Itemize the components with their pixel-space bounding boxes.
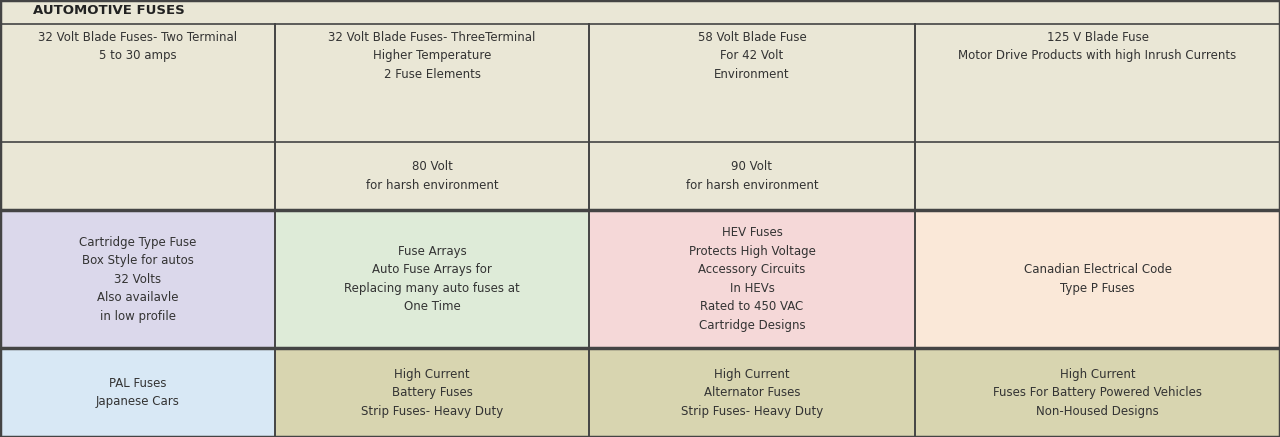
Text: High Current
Fuses For Battery Powered Vehicles
Non-Housed Designs: High Current Fuses For Battery Powered V…	[993, 368, 1202, 418]
Bar	[589, 348, 915, 437]
Bar	[0, 210, 275, 348]
Bar	[0, 142, 275, 210]
Text: 32 Volt Blade Fuses- Two Terminal
5 to 30 amps: 32 Volt Blade Fuses- Two Terminal 5 to 3…	[38, 31, 237, 62]
Text: 58 Volt Blade Fuse
For 42 Volt
Environment: 58 Volt Blade Fuse For 42 Volt Environme…	[698, 31, 806, 80]
Bar	[589, 210, 915, 348]
Bar	[0, 24, 275, 142]
Text: High Current
Battery Fuses
Strip Fuses- Heavy Duty: High Current Battery Fuses Strip Fuses- …	[361, 368, 503, 418]
Text: 80 Volt
for harsh environment: 80 Volt for harsh environment	[366, 160, 498, 191]
Text: Canadian Electrical Code
Type P Fuses: Canadian Electrical Code Type P Fuses	[1024, 263, 1171, 295]
Text: Fuse Arrays
Auto Fuse Arrays for
Replacing many auto fuses at
One Time: Fuse Arrays Auto Fuse Arrays for Replaci…	[344, 245, 520, 313]
Bar	[915, 142, 1280, 210]
Bar	[589, 142, 915, 210]
Text: 32 Volt Blade Fuses- ThreeTerminal
Higher Temperature
2 Fuse Elements: 32 Volt Blade Fuses- ThreeTerminal Highe…	[328, 31, 536, 80]
Text: AUTOMOTIVE FUSES: AUTOMOTIVE FUSES	[33, 4, 184, 17]
Bar	[915, 210, 1280, 348]
Text: HEV Fuses
Protects High Voltage
Accessory Circuits
In HEVs
Rated to 450 VAC
Cart: HEV Fuses Protects High Voltage Accessor…	[689, 226, 815, 332]
Bar	[275, 24, 589, 142]
Bar	[915, 348, 1280, 437]
Bar	[589, 24, 915, 142]
Bar	[915, 24, 1280, 142]
Text: Cartridge Type Fuse
Box Style for autos
32 Volts
Also availavle
in low profile: Cartridge Type Fuse Box Style for autos …	[79, 236, 196, 323]
Text: PAL Fuses
Japanese Cars: PAL Fuses Japanese Cars	[96, 377, 179, 408]
Bar	[275, 142, 589, 210]
Text: 90 Volt
for harsh environment: 90 Volt for harsh environment	[686, 160, 818, 191]
Bar	[275, 348, 589, 437]
Bar	[0, 348, 275, 437]
Bar	[275, 210, 589, 348]
Text: 125 V Blade Fuse
Motor Drive Products with high Inrush Currents: 125 V Blade Fuse Motor Drive Products wi…	[959, 31, 1236, 62]
Text: High Current
Alternator Fuses
Strip Fuses- Heavy Duty: High Current Alternator Fuses Strip Fuse…	[681, 368, 823, 418]
